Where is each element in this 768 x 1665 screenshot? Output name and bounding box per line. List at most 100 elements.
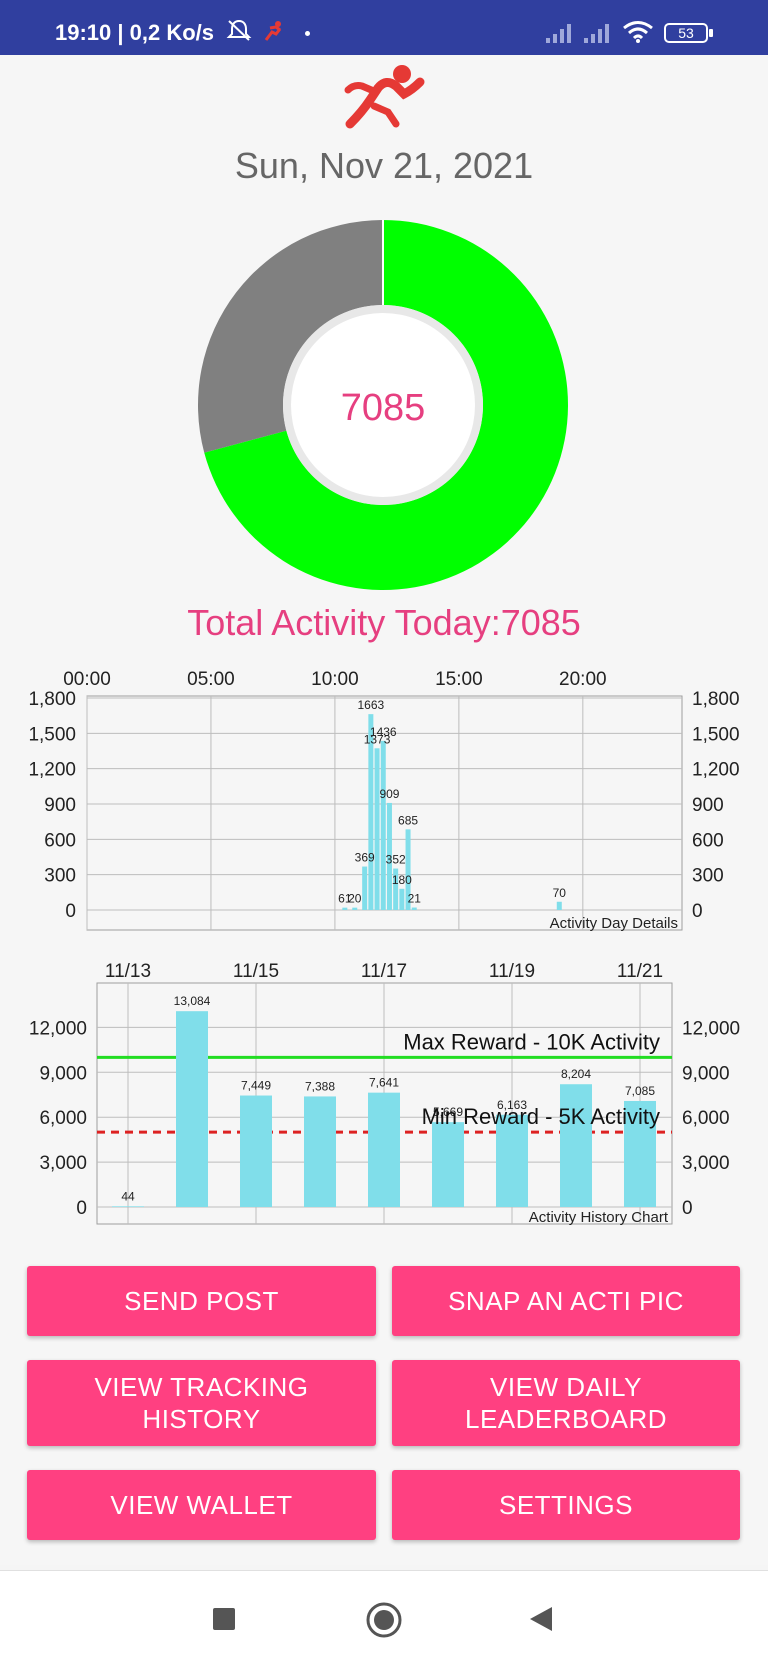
day-bar-label: 1436 [370, 725, 397, 739]
day-bar-label: 1373 [364, 732, 391, 746]
history-y-tick-left: 6,000 [39, 1108, 87, 1129]
day-bar [342, 907, 348, 910]
history-y-tick-right: 6,000 [682, 1108, 730, 1129]
navigation-bar [0, 1570, 768, 1665]
day-bar-label: 909 [379, 787, 399, 801]
day-y-tick-left: 1,200 [28, 760, 76, 781]
history-bar-label: 6,163 [497, 1098, 527, 1112]
day-y-tick-right: 300 [692, 866, 724, 887]
history-bar-label: 7,641 [369, 1076, 399, 1090]
day-bar-label: 70 [553, 886, 567, 900]
runner-logo-icon [344, 65, 425, 129]
day-y-tick-right: 1,200 [692, 760, 740, 781]
day-bar-label: 685 [398, 813, 418, 827]
total-activity-label: Total Activity Today:7085 [187, 602, 581, 643]
view-wallet-button[interactable]: VIEW WALLET [27, 1470, 376, 1540]
history-bar [560, 1084, 592, 1207]
history-bar-label: 7,449 [241, 1079, 271, 1093]
min-reward-label: Min Reward - 5K Activity [422, 1104, 660, 1129]
day-bar-label: 352 [386, 853, 406, 867]
history-y-tick-left: 12,000 [29, 1018, 87, 1039]
history-bar [432, 1122, 464, 1207]
history-x-tick: 11/15 [233, 961, 279, 982]
snap-pic-button[interactable]: SNAP AN ACTI PIC [392, 1266, 740, 1336]
day-y-tick-right: 0 [692, 901, 703, 922]
history-y-tick-right: 0 [682, 1198, 693, 1219]
history-bar-label: 5,669 [433, 1105, 463, 1119]
signal-icon [584, 24, 609, 43]
history-y-tick-left: 0 [76, 1198, 87, 1219]
home-circle-icon[interactable] [365, 1601, 403, 1639]
day-bar [399, 888, 405, 910]
recents-square-icon[interactable] [213, 1608, 235, 1630]
day-bar-label: 369 [355, 851, 375, 865]
dot-icon [305, 31, 310, 36]
history-x-tick: 11/19 [489, 961, 535, 982]
history-bar-label: 44 [121, 1189, 135, 1203]
history-chart-bars [112, 1011, 656, 1207]
history-bar-label: 8,204 [561, 1067, 591, 1081]
history-y-tick-left: 9,000 [39, 1063, 87, 1084]
day-y-tick-left: 900 [44, 795, 76, 816]
day-bar [374, 748, 380, 910]
day-x-tick: 20:00 [559, 669, 607, 690]
history-y-tick-right: 9,000 [682, 1063, 730, 1084]
battery-level: 53 [678, 25, 694, 41]
history-chart-title: Activity History Chart [529, 1209, 669, 1226]
back-triangle-icon[interactable] [528, 1605, 554, 1633]
history-bar [368, 1092, 400, 1207]
max-reward-label: Max Reward - 10K Activity [403, 1029, 660, 1054]
day-bar [393, 868, 399, 910]
view-daily-leaderboard-button[interactable]: VIEW DAILY LEADERBOARD [392, 1360, 740, 1446]
battery-tip [709, 29, 713, 37]
activity-history-chart: 0 0 3,000 3,000 6,000 6,000 9,000 9,000 12,000 12… [29, 961, 740, 1226]
history-bar [176, 1011, 208, 1207]
history-bar [496, 1114, 528, 1207]
history-bar [240, 1095, 272, 1207]
send-post-button[interactable]: SEND POST [27, 1266, 376, 1336]
day-bar-label: 61 [338, 892, 352, 906]
history-x-tick: 11/13 [105, 961, 151, 982]
history-bar [304, 1096, 336, 1207]
day-bar-label: 21 [408, 892, 422, 906]
day-chart-bars [342, 714, 562, 910]
day-x-tick: 10:00 [311, 669, 359, 690]
day-y-tick-right: 900 [692, 795, 724, 816]
day-chart-title: Activity Day Details [550, 915, 678, 932]
battery-icon: 53 [664, 23, 708, 43]
history-bar-label: 7,388 [305, 1079, 335, 1093]
day-x-tick: 00:00 [63, 669, 111, 690]
day-x-tick: 05:00 [187, 669, 235, 690]
status-bar: 19:10 | 0,2 Ko/s 53 [0, 0, 768, 55]
day-y-tick-right: 600 [692, 830, 724, 851]
wifi-icon [623, 21, 653, 43]
today-value: 7085 [341, 387, 426, 429]
day-x-tick: 15:00 [435, 669, 483, 690]
mute-icon [226, 19, 252, 41]
day-bar [556, 901, 562, 910]
history-bar [112, 1206, 144, 1207]
day-bar [352, 907, 358, 910]
history-y-tick-left: 3,000 [39, 1153, 87, 1174]
history-bar-label: 7,085 [625, 1084, 655, 1098]
history-bar [624, 1100, 656, 1207]
settings-button[interactable]: SETTINGS [392, 1470, 740, 1540]
day-bar [405, 829, 411, 910]
day-y-tick-left: 600 [44, 830, 76, 851]
day-bar [380, 740, 386, 910]
runner-small-icon [264, 21, 282, 41]
date-label: Sun, Nov 21, 2021 [234, 145, 534, 186]
day-y-tick-left: 300 [44, 866, 76, 887]
day-bar-label: 20 [348, 892, 362, 906]
signal-icon [546, 24, 571, 43]
activity-donut-chart: 7085 [198, 220, 568, 590]
history-y-tick-right: 12,000 [682, 1018, 740, 1039]
day-bar-label: 1663 [358, 698, 385, 712]
day-y-tick-left: 1,800 [28, 689, 76, 710]
view-tracking-history-button[interactable]: VIEW TRACKING HISTORY [27, 1360, 376, 1446]
activity-day-chart: 0 0 300 300 600 600 900 900 1,200 1,200 1,500 1,500… [28, 669, 740, 932]
history-bar-label: 13,084 [174, 994, 211, 1008]
day-bar-label: 180 [392, 873, 412, 887]
day-y-tick-right: 1,500 [692, 724, 740, 745]
day-y-tick-left: 1,500 [28, 724, 76, 745]
